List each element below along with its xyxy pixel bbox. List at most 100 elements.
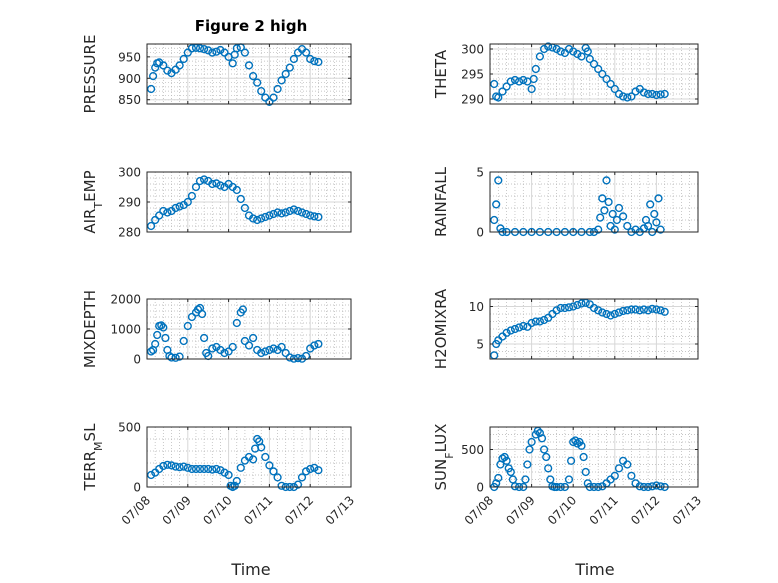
- data-point: [656, 225, 665, 234]
- data-point: [656, 482, 665, 491]
- data-point: [577, 441, 586, 450]
- data-point: [195, 464, 205, 474]
- data-point: [525, 445, 534, 454]
- data-point: [171, 203, 180, 213]
- data-point: [656, 306, 665, 315]
- data-point: [175, 202, 184, 211]
- data-point: [281, 69, 290, 79]
- data-point: [212, 464, 221, 474]
- data-point: [635, 482, 644, 491]
- data-point: [285, 206, 294, 216]
- data-point: [147, 221, 156, 231]
- data-point: [596, 213, 605, 222]
- data-point: [627, 305, 636, 314]
- data-point: [204, 464, 213, 474]
- data-point: [257, 443, 266, 452]
- data-point: [187, 464, 197, 474]
- data-point: [573, 300, 582, 310]
- data-point: [602, 309, 611, 319]
- data-point: [602, 176, 611, 185]
- y-axis-label: MIXDEPTH: [81, 290, 99, 368]
- data-point: [544, 42, 553, 51]
- data-point: [654, 194, 663, 203]
- data-point: [161, 333, 170, 343]
- data-point: [208, 344, 217, 353]
- data-point: [253, 215, 262, 225]
- data-point: [240, 336, 250, 346]
- data-point: [573, 49, 582, 59]
- data-point: [498, 87, 507, 96]
- data-point: [293, 480, 303, 489]
- y-tick-label: 0: [133, 481, 141, 495]
- data-point: [310, 341, 319, 350]
- y-axis-label: TERRMSL: [81, 423, 105, 492]
- y-tick-label: 295: [461, 68, 484, 82]
- data-point: [583, 47, 592, 56]
- data-point: [253, 78, 262, 87]
- data-point: [195, 176, 205, 186]
- data-point: [652, 305, 661, 314]
- data-point: [539, 445, 549, 454]
- data-point: [510, 324, 520, 334]
- data-point: [314, 57, 323, 67]
- data-point: [208, 465, 217, 474]
- data-point: [151, 63, 160, 72]
- data-point: [159, 323, 168, 332]
- data-point: [314, 212, 323, 222]
- data-point: [523, 460, 532, 469]
- data-point: [277, 342, 286, 352]
- data-point: [594, 64, 603, 74]
- data-point: [265, 345, 274, 355]
- y-tick-label: 0: [133, 353, 141, 367]
- data-point: [163, 66, 172, 75]
- data-point: [265, 97, 274, 107]
- data-point: [216, 466, 225, 475]
- data-point: [614, 308, 624, 317]
- data-point: [627, 471, 636, 480]
- data-point: [261, 93, 270, 102]
- data-point: [281, 208, 290, 217]
- data-point: [167, 461, 176, 470]
- data-point: [273, 208, 282, 217]
- data-point: [179, 54, 188, 64]
- data-point: [200, 175, 209, 184]
- x-axis-label-right: Time: [574, 560, 614, 579]
- data-point: [261, 347, 270, 356]
- data-point: [244, 341, 254, 350]
- data-point: [289, 54, 299, 64]
- data-point: [216, 181, 225, 190]
- subplot-6: 5 10 H2OMIXRA: [432, 288, 699, 369]
- data-point: [236, 463, 245, 472]
- data-point: [285, 353, 294, 362]
- data-point: [514, 77, 524, 86]
- data-point: [187, 191, 197, 201]
- data-point: [490, 79, 499, 89]
- data-point: [639, 305, 649, 314]
- data-point: [198, 309, 207, 319]
- data-point: [648, 482, 657, 491]
- y-tick-label: 280: [118, 226, 141, 240]
- data-point: [195, 44, 205, 53]
- data-point: [273, 473, 282, 482]
- data-point: [257, 348, 266, 358]
- data-point: [310, 463, 319, 472]
- data-point: [544, 464, 553, 473]
- data-point: [527, 318, 536, 328]
- data-point: [220, 48, 229, 57]
- data-point: [490, 215, 499, 225]
- data-point: [564, 44, 574, 54]
- data-point: [623, 460, 632, 469]
- subplot-3: 280 290 300 AIRTEMP: [81, 166, 352, 240]
- data-point: [539, 44, 549, 54]
- data-point: [631, 87, 640, 96]
- y-tick-label: 850: [118, 93, 141, 107]
- figure-title: Figure 2 high: [195, 17, 308, 35]
- data-point: [527, 84, 536, 94]
- data-point: [614, 203, 624, 213]
- data-point: [147, 470, 156, 480]
- data-point: [510, 482, 520, 491]
- data-point: [510, 75, 520, 85]
- data-point: [261, 452, 270, 462]
- data-point: [257, 86, 266, 96]
